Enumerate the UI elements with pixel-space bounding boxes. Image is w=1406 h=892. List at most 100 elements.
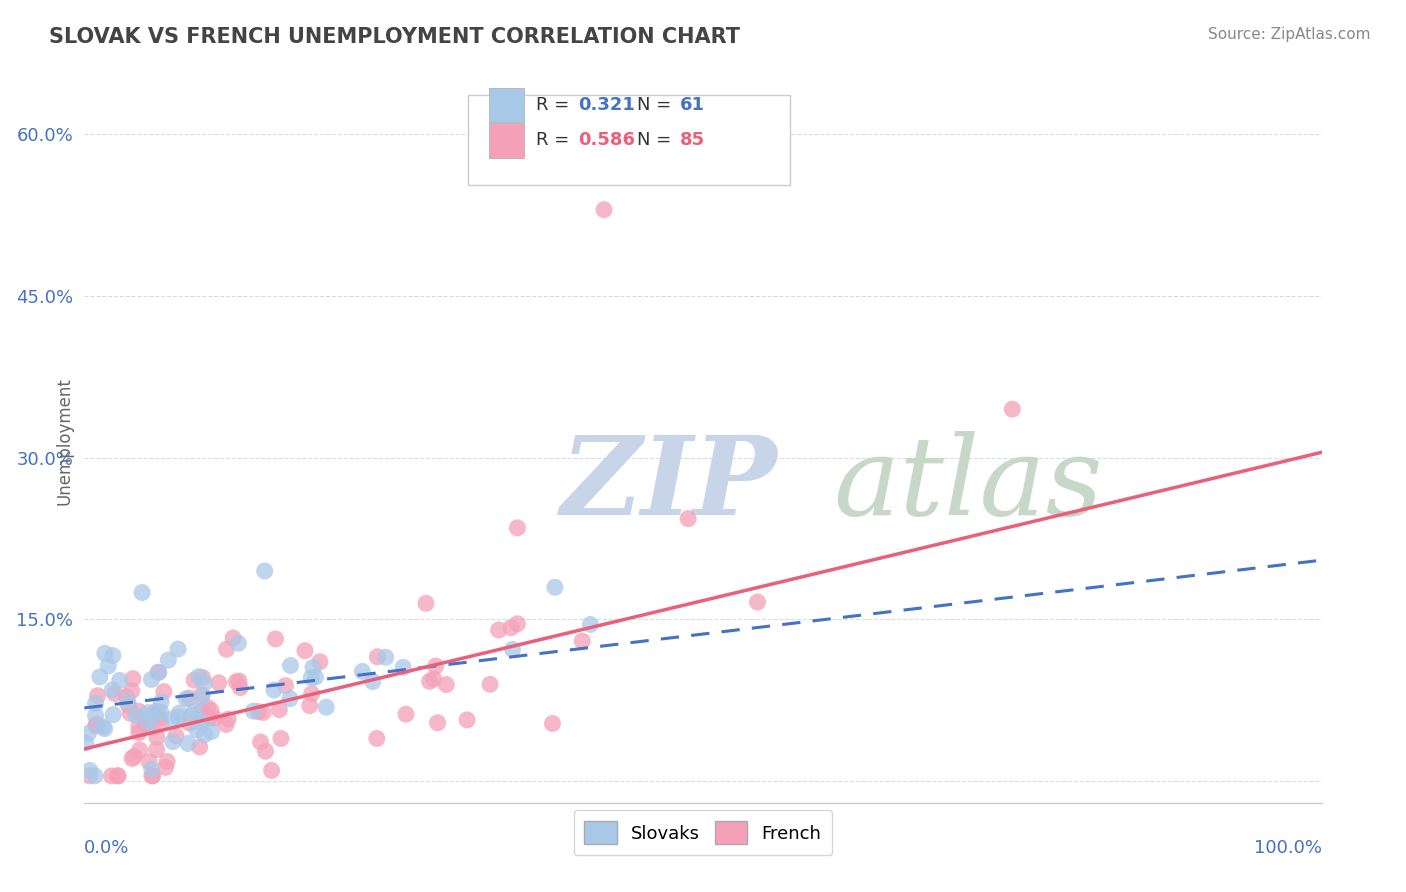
Point (197, 700, 219, 714)
Point (264, 632, 287, 646)
Text: atlas: atlas (832, 431, 1102, 539)
Point (89, 670, 111, 684)
Point (91, 720, 114, 734)
Point (294, 643, 316, 657)
Point (101, 648, 124, 663)
Point (128, 720, 150, 734)
Point (395, 707, 418, 722)
Point (502, 642, 524, 657)
Text: N =: N = (637, 95, 678, 114)
Point (138, 715, 160, 730)
Text: 0.0%: 0.0% (84, 838, 129, 857)
Point (141, 769, 163, 783)
Point (75, 736, 97, 750)
Point (222, 631, 245, 645)
Point (571, 634, 593, 648)
Point (593, 202, 616, 217)
Text: 85: 85 (679, 131, 704, 149)
Text: R =: R = (536, 131, 575, 149)
Point (115, 690, 138, 704)
Point (304, 670, 326, 684)
Point (156, 755, 179, 769)
Text: 100.0%: 100.0% (1254, 838, 1322, 857)
Point (200, 724, 222, 739)
Point (86, 689, 108, 703)
Point (84, 696, 107, 710)
Point (215, 717, 238, 731)
Text: 0.586: 0.586 (578, 131, 636, 149)
Y-axis label: Unemployment: Unemployment (55, 377, 73, 506)
Point (366, 731, 388, 746)
Text: 0.321: 0.321 (578, 95, 636, 114)
Point (157, 653, 180, 667)
Point (456, 713, 478, 727)
Point (193, 728, 215, 742)
Point (117, 694, 139, 708)
Point (263, 683, 285, 698)
Point (190, 704, 212, 718)
FancyBboxPatch shape (489, 123, 523, 158)
Point (544, 580, 567, 594)
Point (145, 742, 167, 756)
Point (146, 665, 169, 680)
Point (84, 708, 107, 723)
Point (419, 674, 441, 689)
Text: N =: N = (637, 131, 678, 149)
Point (94, 646, 117, 660)
Point (274, 679, 297, 693)
Point (121, 684, 143, 698)
Point (120, 706, 142, 721)
Point (249, 735, 271, 749)
Point (136, 706, 159, 720)
Point (499, 621, 522, 635)
Point (149, 715, 172, 730)
Point (100, 769, 122, 783)
Point (179, 716, 201, 731)
Point (128, 743, 150, 757)
Point (146, 731, 169, 745)
Point (167, 642, 190, 657)
Text: ZIP: ZIP (561, 431, 778, 539)
Point (242, 704, 264, 718)
Point (107, 769, 129, 783)
Point (183, 704, 205, 718)
Point (228, 636, 250, 650)
Point (86, 717, 108, 731)
Point (128, 725, 150, 739)
Point (138, 755, 160, 769)
Point (506, 616, 529, 631)
Point (134, 716, 156, 731)
Point (77, 726, 100, 740)
Point (269, 703, 291, 717)
Point (247, 705, 270, 719)
Point (174, 691, 197, 706)
FancyBboxPatch shape (468, 95, 790, 185)
Point (145, 704, 167, 718)
Point (103, 707, 125, 722)
Point (479, 677, 502, 691)
Point (138, 720, 160, 734)
Point (747, 595, 769, 609)
Point (191, 671, 214, 685)
Point (93, 722, 115, 736)
Point (155, 760, 177, 774)
Point (84, 769, 107, 783)
Point (260, 764, 283, 778)
Point (108, 673, 131, 688)
Point (252, 706, 274, 720)
Point (128, 704, 150, 718)
Point (299, 671, 322, 685)
Point (506, 521, 529, 535)
Point (79, 769, 101, 783)
Point (270, 731, 292, 746)
Point (225, 674, 247, 689)
Point (191, 715, 214, 730)
Point (374, 650, 396, 665)
Point (101, 682, 124, 697)
Point (361, 674, 384, 689)
Point (122, 672, 145, 686)
Point (191, 688, 214, 702)
Point (1001, 402, 1024, 417)
Point (162, 712, 184, 726)
Point (148, 665, 170, 680)
